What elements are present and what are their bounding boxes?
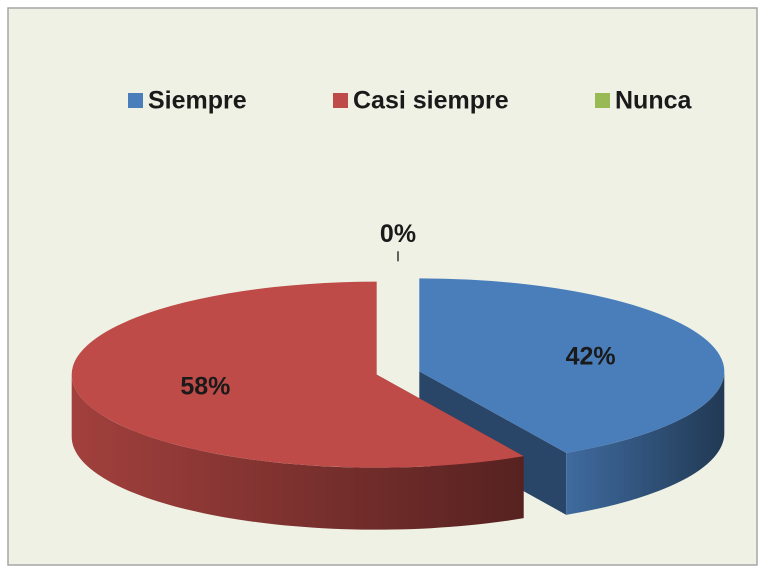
legend-label: Siempre (148, 87, 247, 115)
slice-side (71, 374, 524, 530)
slice-side (566, 371, 725, 515)
legend-label: Nunca (615, 87, 693, 115)
data-label: 0% (380, 220, 416, 248)
data-label: 42% (566, 343, 616, 371)
slice-top (71, 281, 524, 468)
slice (71, 281, 524, 530)
data-labels: 42% 58% 0% (180, 220, 615, 401)
legend-swatch (128, 93, 143, 108)
data-label: 58% (180, 373, 230, 401)
slice-top (419, 278, 725, 453)
legend-label: Casi siempre (353, 87, 509, 115)
legend-swatch (333, 93, 348, 108)
legend: Siempre Casi siempre Nunca (128, 87, 693, 115)
slice (419, 278, 725, 515)
pie (71, 278, 725, 530)
legend-swatch (595, 93, 610, 108)
